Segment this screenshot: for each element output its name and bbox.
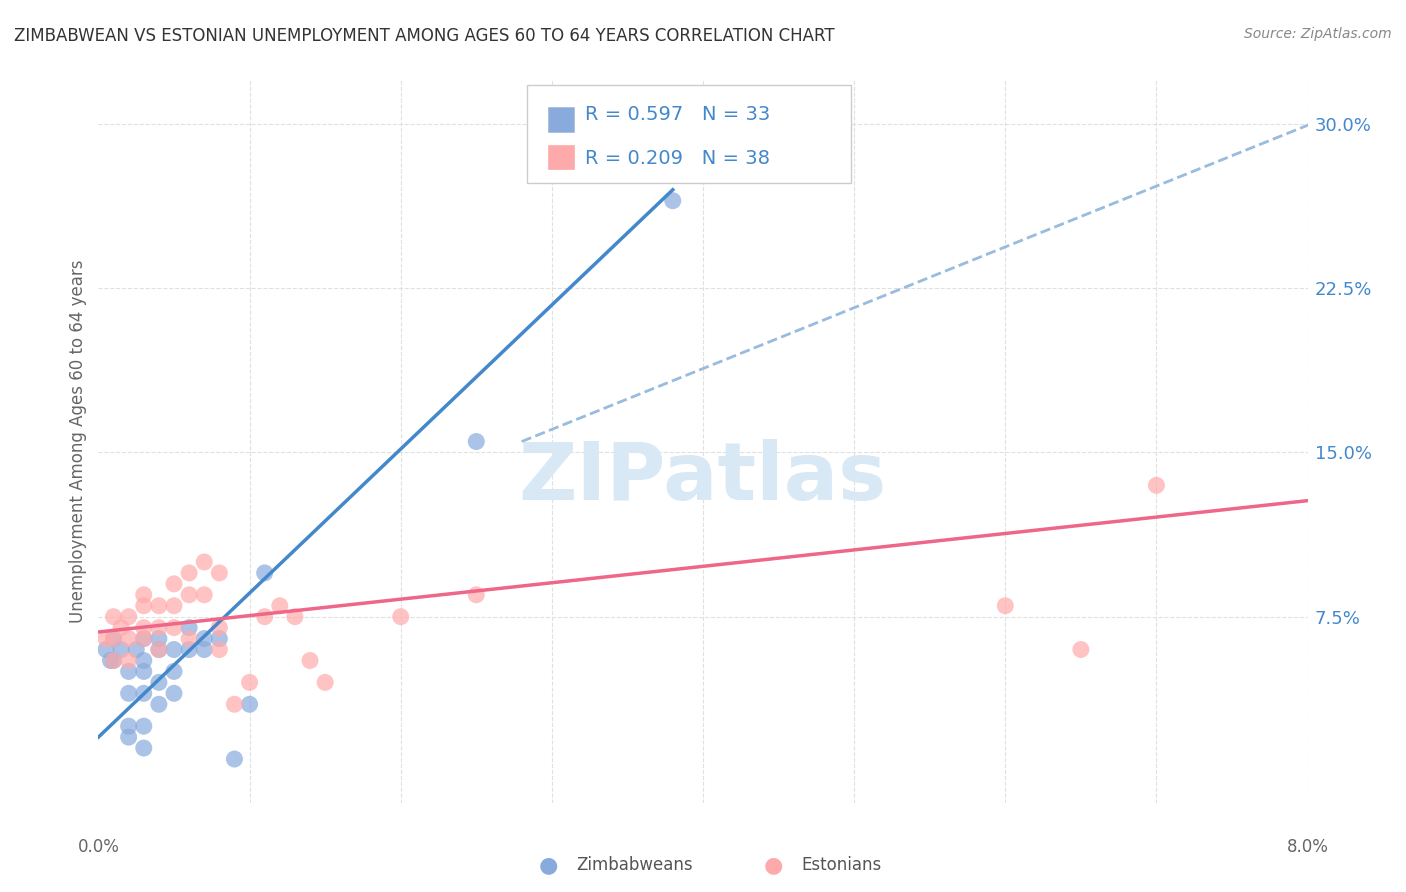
- Point: [110, 621, 132, 635]
- Text: Source: ZipAtlas.com: Source: ZipAtlas.com: [1244, 27, 1392, 41]
- Text: R = 0.209   N = 38: R = 0.209 N = 38: [585, 149, 770, 169]
- Point: [179, 632, 201, 646]
- Point: [100, 653, 122, 667]
- Point: [179, 642, 201, 657]
- Point: [132, 686, 155, 700]
- Text: 8.0%: 8.0%: [1286, 838, 1329, 855]
- Point: [148, 642, 170, 657]
- Point: [118, 653, 141, 667]
- Point: [132, 665, 155, 679]
- Point: [132, 653, 155, 667]
- Text: Zimbabweans: Zimbabweans: [576, 856, 693, 874]
- Point: [224, 752, 246, 766]
- Text: ●: ●: [538, 855, 558, 875]
- Point: [1146, 478, 1168, 492]
- Text: ZIMBABWEAN VS ESTONIAN UNEMPLOYMENT AMONG AGES 60 TO 64 YEARS CORRELATION CHART: ZIMBABWEAN VS ESTONIAN UNEMPLOYMENT AMON…: [14, 27, 835, 45]
- Point: [118, 665, 141, 679]
- Text: R = 0.597   N = 33: R = 0.597 N = 33: [585, 104, 770, 124]
- Point: [118, 609, 141, 624]
- Point: [239, 675, 262, 690]
- Text: ●: ●: [763, 855, 783, 875]
- Point: [163, 686, 186, 700]
- Point: [163, 577, 186, 591]
- Point: [389, 609, 412, 624]
- Point: [103, 632, 125, 646]
- Point: [179, 621, 201, 635]
- Point: [253, 609, 276, 624]
- Point: [1070, 642, 1092, 657]
- Point: [103, 609, 125, 624]
- Point: [132, 599, 155, 613]
- Point: [193, 588, 215, 602]
- Point: [465, 588, 488, 602]
- Point: [269, 599, 291, 613]
- Point: [179, 566, 201, 580]
- Point: [179, 588, 201, 602]
- Point: [103, 653, 125, 667]
- Point: [132, 632, 155, 646]
- Point: [994, 599, 1017, 613]
- Point: [132, 741, 155, 756]
- Point: [103, 653, 125, 667]
- Point: [132, 588, 155, 602]
- Point: [125, 642, 148, 657]
- Point: [208, 632, 231, 646]
- Point: [148, 599, 170, 613]
- Point: [118, 719, 141, 733]
- Point: [661, 194, 683, 208]
- Point: [163, 665, 186, 679]
- Point: [118, 730, 141, 744]
- Point: [163, 621, 186, 635]
- Point: [208, 566, 231, 580]
- Point: [193, 642, 215, 657]
- Point: [132, 632, 155, 646]
- Point: [132, 621, 155, 635]
- Point: [103, 632, 125, 646]
- Point: [253, 566, 276, 580]
- Text: ZIPatlas: ZIPatlas: [519, 439, 887, 516]
- Point: [208, 621, 231, 635]
- Point: [299, 653, 322, 667]
- Point: [163, 642, 186, 657]
- Text: Estonians: Estonians: [801, 856, 882, 874]
- Point: [148, 698, 170, 712]
- Point: [224, 698, 246, 712]
- Point: [148, 642, 170, 657]
- Text: 0.0%: 0.0%: [77, 838, 120, 855]
- Point: [163, 599, 186, 613]
- Point: [132, 719, 155, 733]
- Point: [110, 642, 132, 657]
- Point: [94, 642, 117, 657]
- Y-axis label: Unemployment Among Ages 60 to 64 years: Unemployment Among Ages 60 to 64 years: [69, 260, 87, 624]
- Point: [314, 675, 336, 690]
- Point: [118, 686, 141, 700]
- Point: [118, 632, 141, 646]
- Point: [465, 434, 488, 449]
- Point: [284, 609, 307, 624]
- Point: [94, 632, 117, 646]
- Point: [193, 632, 215, 646]
- Point: [148, 632, 170, 646]
- Point: [239, 698, 262, 712]
- Point: [148, 675, 170, 690]
- Point: [208, 642, 231, 657]
- Point: [193, 555, 215, 569]
- Point: [148, 621, 170, 635]
